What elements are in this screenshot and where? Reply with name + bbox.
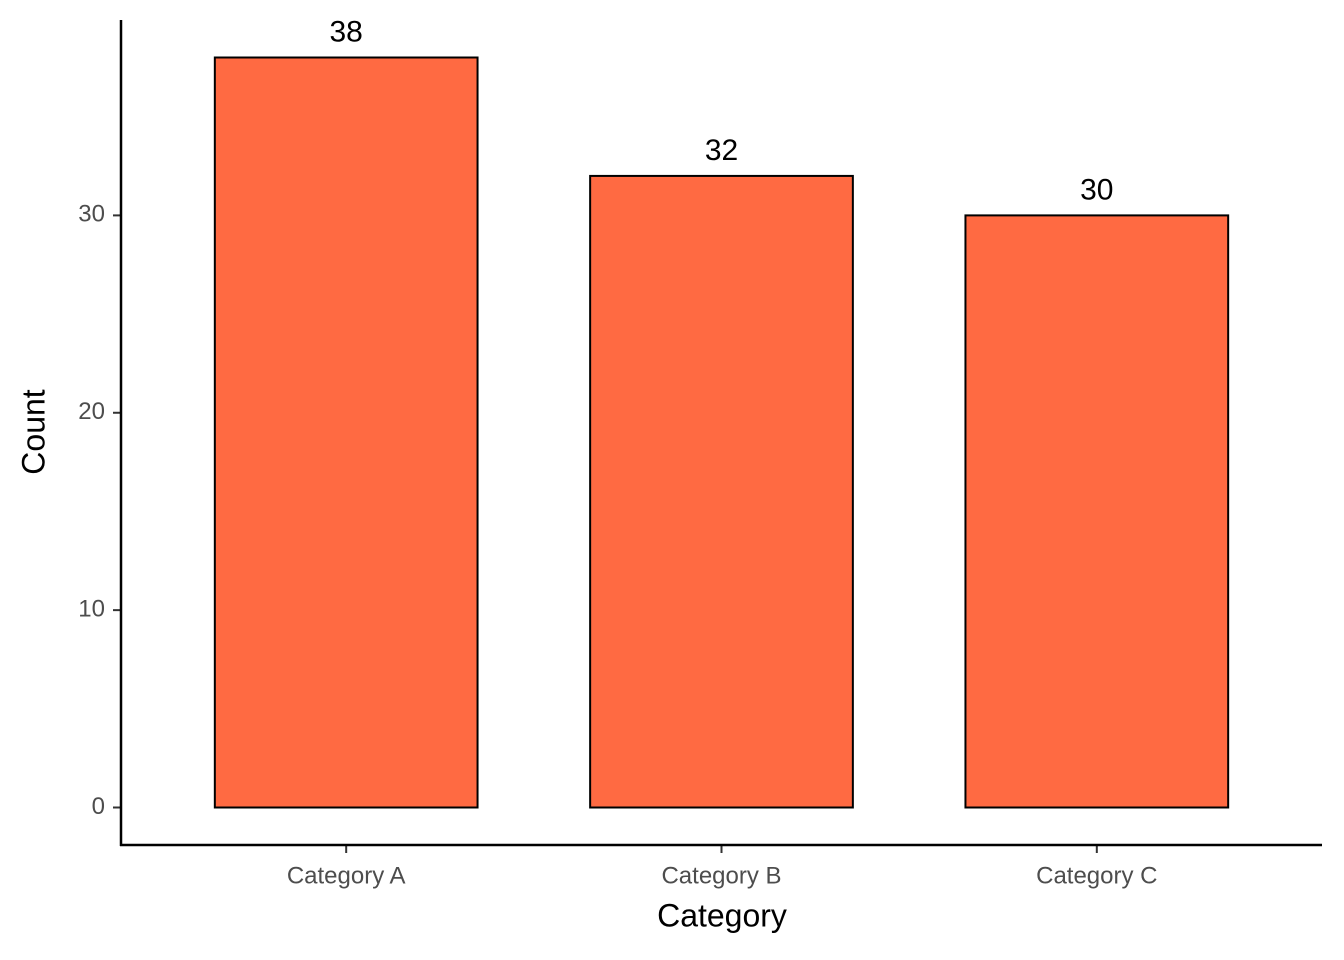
value-label: 32 [705,134,738,167]
y-axis-title: Count [15,389,51,475]
y-tick-label: 10 [78,595,105,622]
x-axis-title: Category [657,897,787,933]
x-tick-label: Category C [1036,862,1157,889]
bar [964,214,1230,809]
value-label: 30 [1080,173,1113,206]
y-tick-label: 20 [78,398,105,425]
value-label: 38 [330,15,363,48]
y-tick-label: 0 [92,793,105,820]
x-tick-label: Category A [287,862,406,889]
x-tick-label: Category B [661,862,781,889]
y-tick-label: 30 [78,201,105,228]
bar [213,56,479,809]
bar [589,174,854,809]
